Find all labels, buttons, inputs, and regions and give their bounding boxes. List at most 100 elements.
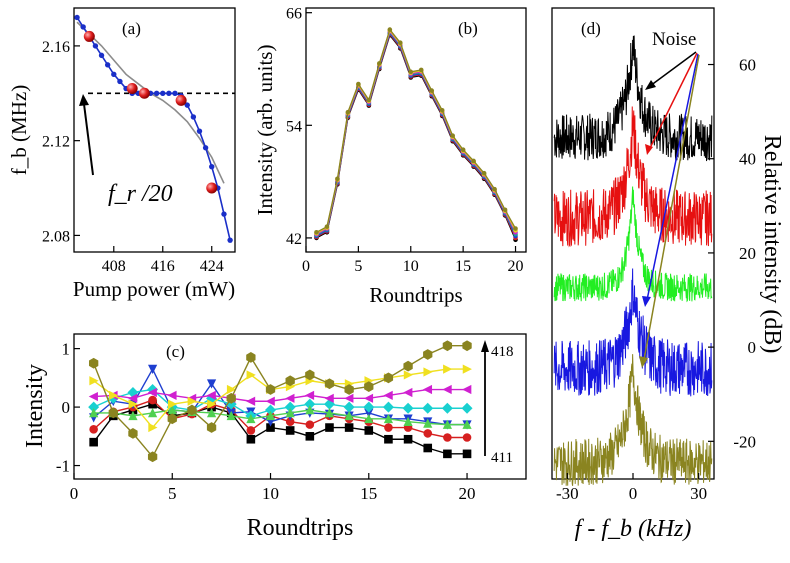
data-point (285, 426, 295, 435)
data-point (148, 395, 157, 405)
data-point (147, 408, 158, 418)
series-line (316, 32, 517, 239)
x-tick-label: 20 (459, 484, 476, 503)
panel-c-frame (73, 333, 527, 480)
data-point (108, 407, 118, 419)
spectrum-trace (553, 35, 713, 162)
panel-c-arrow-top-label: 418 (491, 344, 514, 360)
data-point (502, 207, 508, 213)
data-point (384, 423, 393, 432)
data-point (462, 449, 472, 459)
data-point (246, 413, 256, 424)
data-point (450, 133, 455, 138)
y-tick-label: 20 (739, 244, 756, 263)
data-point (167, 413, 177, 425)
data-point (202, 145, 209, 151)
panel-a-annotation-arrow (83, 103, 94, 176)
data-point (128, 393, 138, 403)
data-point (89, 437, 98, 447)
x-tick-label: 408 (102, 258, 126, 275)
y-tick-label: -20 (733, 432, 756, 451)
highlight-point (83, 30, 95, 42)
data-point (344, 423, 354, 432)
x-tick-label: 20 (508, 258, 524, 275)
data-point (226, 392, 236, 404)
data-point (513, 226, 518, 231)
x-tick-label: 5 (354, 258, 362, 275)
data-point (443, 364, 453, 374)
data-point (265, 396, 275, 406)
highlight-point (126, 83, 138, 95)
data-point (285, 408, 295, 418)
data-point (265, 384, 276, 395)
data-point (366, 97, 372, 103)
series-line (93, 409, 468, 426)
noise-arrow-olive (643, 54, 700, 361)
fit-curve (76, 21, 225, 184)
panel-c-arrow-bottom-label: 411 (491, 450, 513, 466)
data-point (403, 434, 413, 444)
data-point (187, 404, 197, 416)
data-point (89, 408, 99, 418)
data-point (422, 402, 434, 414)
series-line (316, 30, 517, 235)
panel-d-noise-arrows (639, 51, 700, 368)
panel-d-frame (551, 7, 715, 480)
data-point (418, 67, 424, 73)
data-point (89, 425, 98, 434)
panel-b: 0 5 10 15 20 42 54 66 (b) Roundtrips Intensity … (253, 6, 527, 307)
data-point (344, 384, 354, 395)
panel-a-annotation: f_r /20 (108, 181, 173, 207)
panel-d-label: (d) (581, 19, 601, 38)
data-point (206, 379, 217, 389)
panel-c-plot-area (88, 340, 473, 463)
data-point (190, 114, 197, 120)
noise-arrow-black (649, 51, 697, 87)
data-point (364, 426, 374, 435)
data-point (423, 367, 433, 377)
x-tick-label: 15 (360, 484, 377, 503)
x-tick-label: 10 (262, 484, 279, 503)
data-point (166, 90, 172, 96)
data-point (492, 186, 497, 192)
panel-d-annotation: Noise (652, 29, 696, 50)
data-point (246, 352, 256, 363)
x-tick-label: -30 (556, 484, 579, 503)
panel-c-axes: 0 5 10 15 20-101 (56, 340, 476, 503)
panel-b-axes: 0 5 10 15 20 42 54 66 (286, 6, 524, 275)
series-line (316, 33, 517, 241)
data-point (408, 69, 414, 75)
data-point (109, 390, 119, 401)
y-tick-label: 66 (286, 6, 302, 23)
y-tick-label: -1 (56, 457, 70, 476)
panel-b-label: (b) (458, 19, 478, 38)
panel-b-plot-area (314, 27, 518, 243)
data-point (285, 393, 295, 403)
data-point (403, 360, 413, 372)
data-point (285, 375, 295, 387)
x-tick-label: 0 (629, 484, 638, 503)
y-tick-label: 0 (62, 398, 71, 417)
data-point (324, 378, 335, 390)
data-point (344, 410, 354, 421)
y-tick-label: 40 (739, 150, 756, 169)
data-point (423, 429, 433, 438)
data-point (206, 422, 217, 433)
data-point (462, 340, 472, 352)
x-tick-label: 30 (690, 484, 707, 503)
panel-a: 408 416 424 2.08 2.12 2.16 (a) f_r /20 Pump p… (7, 7, 236, 301)
data-point (147, 364, 158, 374)
data-point (383, 390, 393, 401)
spectrum-trace (553, 186, 713, 303)
data-point (196, 128, 203, 134)
spectrum-trace (553, 268, 713, 397)
data-point (245, 396, 256, 406)
data-point (441, 402, 453, 414)
data-point (207, 399, 217, 409)
panel-a-arrowhead (79, 94, 89, 106)
data-point (364, 413, 374, 424)
data-point (345, 109, 351, 115)
data-point (246, 426, 256, 435)
data-point (221, 211, 227, 217)
